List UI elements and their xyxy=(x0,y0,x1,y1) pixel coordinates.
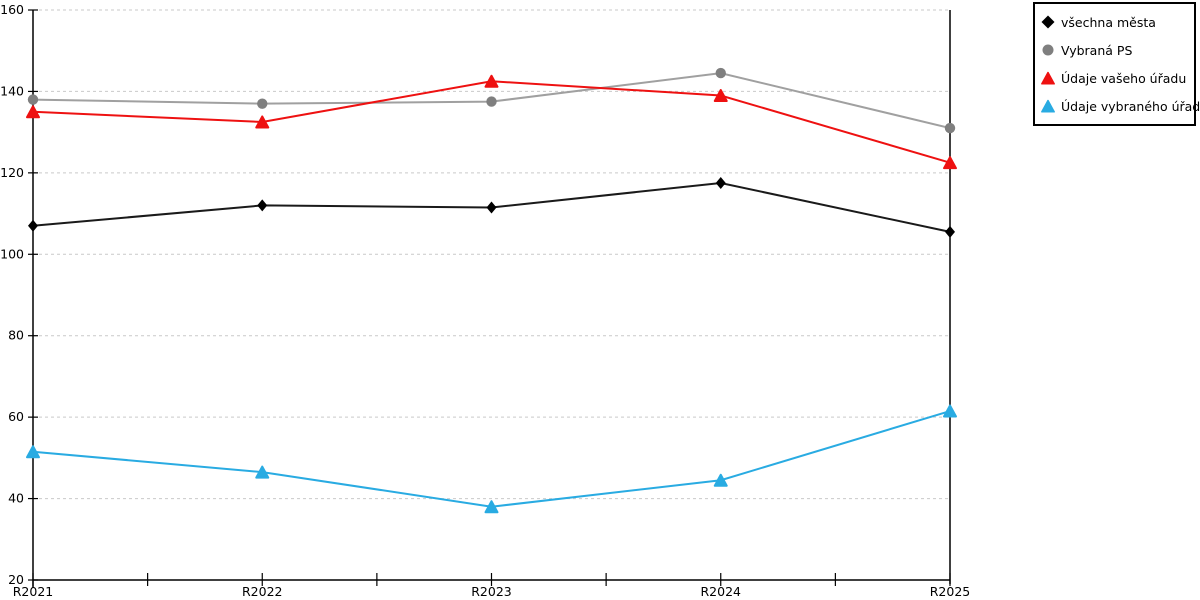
circle-marker-icon xyxy=(257,98,268,109)
legend-marker xyxy=(1041,99,1055,113)
y-tick-label: 100 xyxy=(0,246,24,261)
diamond-marker-icon xyxy=(257,199,268,212)
x-tick-label: R2024 xyxy=(701,584,742,599)
diamond-marker-icon xyxy=(945,225,955,238)
legend-marker xyxy=(1041,71,1055,85)
x-tick-label: R2025 xyxy=(930,584,971,599)
triangle-marker-icon xyxy=(943,156,957,170)
chart-legend: všechna města Vybraná PS Údaje vašeho úřad… xyxy=(1033,2,1200,126)
circle-marker-icon xyxy=(944,122,956,134)
triangle-marker-icon xyxy=(1041,99,1055,113)
series-line-3 xyxy=(32,410,951,508)
y-tick-label: 140 xyxy=(0,83,24,98)
triangle-marker-icon xyxy=(255,465,270,479)
triangle-marker-icon xyxy=(943,404,957,418)
x-tick-label: R2022 xyxy=(242,584,283,599)
legend-item: Vybraná PS xyxy=(1041,43,1188,58)
y-tick-label: 160 xyxy=(0,2,24,17)
legend-marker xyxy=(1041,15,1055,29)
circle-marker-icon xyxy=(715,67,726,79)
y-tick-label: 120 xyxy=(0,165,24,180)
diamond-marker-icon xyxy=(715,177,726,190)
legend-item: všechna města xyxy=(1041,15,1188,30)
triangle-marker-icon xyxy=(713,89,728,102)
legend-label: Údaje vašeho úřadu xyxy=(1061,70,1187,86)
circle-marker-icon xyxy=(486,96,497,107)
y-tick-label: 40 xyxy=(8,491,24,506)
legend-label: všechna města xyxy=(1061,14,1156,30)
legend-item: Údaje vašeho úřadu xyxy=(1041,71,1188,86)
triangle-marker-icon xyxy=(26,105,40,119)
triangle-marker-icon xyxy=(1041,71,1055,85)
legend-label: Údaje vybraného úřadu xyxy=(1061,98,1200,114)
diamond-marker-icon xyxy=(1041,15,1055,29)
y-tick-label: 20 xyxy=(8,572,24,587)
diamond-marker-icon xyxy=(28,219,38,232)
y-tick-label: 80 xyxy=(8,328,24,343)
triangle-marker-icon xyxy=(255,115,270,129)
circle-marker-icon xyxy=(27,94,39,105)
triangle-marker-icon xyxy=(26,445,40,459)
y-tick-label: 60 xyxy=(8,409,24,424)
legend-item: Údaje vybraného úřadu xyxy=(1041,99,1200,114)
diamond-marker-icon xyxy=(486,201,497,214)
legend-marker xyxy=(1041,43,1055,57)
x-tick-label: R2021 xyxy=(13,584,54,599)
triangle-marker-icon xyxy=(713,473,728,487)
x-tick-label: R2023 xyxy=(471,584,512,599)
triangle-marker-icon xyxy=(484,74,499,88)
legend-label: Vybraná PS xyxy=(1061,42,1133,58)
circle-marker-icon xyxy=(1042,44,1054,56)
series-line-2 xyxy=(32,80,951,164)
triangle-marker-icon xyxy=(484,500,499,514)
